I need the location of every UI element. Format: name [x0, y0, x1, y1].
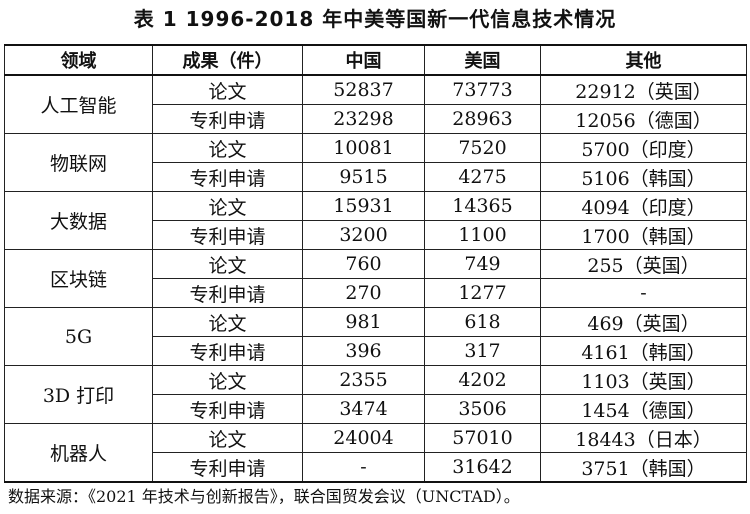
- cell-type: 论文: [152, 307, 303, 337]
- cell-other: 4094（印度）: [540, 191, 747, 221]
- cell-type: 专利申请: [152, 220, 303, 250]
- cell-usa: 1277: [424, 278, 541, 308]
- cell-china: 3200: [302, 220, 425, 250]
- table-row: 专利申请 396 317 4161（韩国）: [5, 336, 747, 366]
- table-row: 5G 论文 981 618 469（英国）: [4, 307, 747, 366]
- table-row: 专利申请 9515 4275 5106（韩国）: [5, 162, 747, 192]
- cell-type: 论文: [152, 74, 303, 105]
- cell-usa: 4202: [424, 365, 541, 395]
- cell-type: 论文: [152, 133, 303, 163]
- cell-type: 专利申请: [152, 336, 303, 366]
- cell-usa: 1100: [424, 220, 541, 250]
- cell-other: 18443（日本）: [540, 423, 747, 453]
- cell-type: 专利申请: [152, 104, 303, 134]
- cell-type: 论文: [152, 249, 303, 279]
- cell-other: 1454（德国）: [540, 394, 747, 424]
- cell-other: 22912（英国）: [540, 74, 747, 105]
- cell-usa: 31642: [424, 452, 541, 483]
- cell-other: 469（英国）: [540, 307, 747, 337]
- cell-usa: 4275: [424, 162, 541, 192]
- cell-other: 255（英国）: [540, 249, 747, 279]
- cell-type: 论文: [152, 423, 303, 453]
- cell-usa: 14365: [424, 191, 541, 221]
- cell-china: 396: [302, 336, 425, 366]
- cell-china: 23298: [302, 104, 425, 134]
- cell-china: 2355: [302, 365, 425, 395]
- table-row: 3D 打印 论文 2355 4202 1103（英国）: [4, 365, 747, 424]
- cell-domain: 物联网: [4, 133, 153, 192]
- cell-usa: 618: [424, 307, 541, 337]
- table-title: 表 1 1996-2018 年中美等国新一代信息技术情况: [133, 7, 617, 31]
- header-china: 中国: [302, 44, 425, 76]
- cell-domain: 5G: [4, 307, 153, 366]
- cell-china: 24004: [302, 423, 425, 453]
- cell-usa: 73773: [424, 74, 541, 105]
- cell-type: 论文: [152, 191, 303, 221]
- table-row: 机器人 论文 24004 57010 18443（日本）: [4, 423, 747, 483]
- header-usa: 美国: [424, 44, 541, 76]
- cell-type: 专利申请: [152, 452, 303, 483]
- cell-other: 1103（英国）: [540, 365, 747, 395]
- cell-other: 5106（韩国）: [540, 162, 747, 192]
- header-domain: 领域: [4, 44, 153, 76]
- table-row: 物联网 论文 10081 7520 5700（印度）: [4, 133, 747, 192]
- cell-domain: 区块链: [4, 249, 153, 308]
- header-result: 成果（件）: [152, 44, 303, 76]
- cell-type: 专利申请: [152, 394, 303, 424]
- cell-china: 10081: [302, 133, 425, 163]
- cell-usa: 57010: [424, 423, 541, 453]
- data-table: 领域 成果（件） 中国 美国 其他 人工智能 论文 52837 73773 22912（…: [4, 44, 747, 483]
- cell-china: 760: [302, 249, 425, 279]
- cell-usa: 28963: [424, 104, 541, 134]
- cell-china: 52837: [302, 74, 425, 105]
- table-row: 专利申请 -31642 3751（韩国）: [4, 452, 747, 483]
- cell-domain: 大数据: [4, 191, 153, 250]
- cell-type: 专利申请: [152, 162, 303, 192]
- cell-other: -: [540, 278, 747, 308]
- cell-china: 981: [302, 307, 425, 337]
- cell-other: 4161（韩国）: [540, 336, 747, 366]
- cell-usa: 317: [424, 336, 541, 366]
- header-other: 其他: [540, 44, 747, 76]
- cell-china: 9515: [302, 162, 425, 192]
- table-row: 大数据 论文 15931 14365 4094（印度）: [4, 191, 747, 250]
- source-note: 数据来源：《2021 年技术与创新报告》，联合国贸发会议（UNCTAD）。: [8, 487, 520, 506]
- cell-other: 12056（德国）: [540, 104, 747, 134]
- header-row: 领域 成果（件） 中国 美国 其他: [4, 44, 747, 76]
- cell-type: 论文: [152, 365, 303, 395]
- cell-type: 专利申请: [152, 278, 303, 308]
- table-row: 专利申请 3200 1100 1700（韩国）: [5, 220, 747, 250]
- cell-usa: 7520: [424, 133, 541, 163]
- cell-china: -: [302, 452, 425, 483]
- cell-other: 5700（印度）: [540, 133, 747, 163]
- cell-usa: 749: [424, 249, 541, 279]
- table-row: 人工智能 论文 52837 73773 22912（英国）: [4, 74, 747, 134]
- cell-domain: 机器人: [4, 423, 153, 483]
- table-row: 区块链 论文 760 749 255（英国）: [4, 249, 747, 308]
- cell-usa: 3506: [424, 394, 541, 424]
- cell-other: 3751（韩国）: [540, 452, 747, 483]
- table-row: 专利申请 270 1277-: [5, 278, 747, 308]
- cell-china: 3474: [302, 394, 425, 424]
- cell-other: 1700（韩国）: [540, 220, 747, 250]
- cell-china: 15931: [302, 191, 425, 221]
- cell-china: 270: [302, 278, 425, 308]
- cell-domain: 人工智能: [4, 74, 153, 134]
- cell-domain: 3D 打印: [4, 365, 153, 424]
- table-row: 专利申请 23298 28963 12056（德国）: [5, 104, 747, 134]
